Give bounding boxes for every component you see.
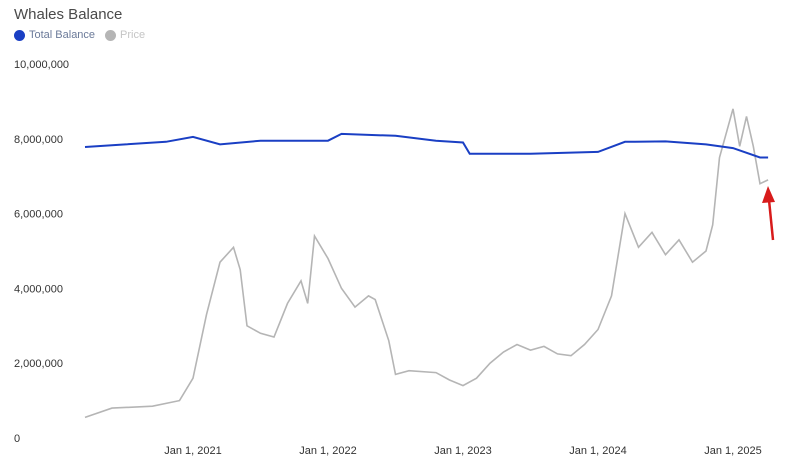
x-tick-label: Jan 1, 2025 [704, 445, 762, 457]
chart-title: Whales Balance [14, 6, 123, 23]
legend-label: Total Balance [29, 29, 96, 41]
y-tick-label: 6,000,000 [14, 209, 63, 221]
legend-item-total-balance[interactable]: Total Balance [14, 29, 95, 41]
x-tick-label: Jan 1, 2022 [299, 445, 357, 457]
legend-item-price[interactable]: Price [105, 29, 145, 41]
y-tick-label: 0 [14, 433, 20, 445]
y-tick-label: 10,000,000 [14, 59, 69, 71]
legend-dot-icon [14, 29, 25, 41]
y-tick-label: 2,000,000 [14, 358, 63, 370]
series-line-total-balance [84, 132, 769, 159]
y-tick-label: 8,000,000 [14, 134, 63, 146]
legend-dot-icon [105, 29, 117, 41]
series-line-price [84, 108, 769, 419]
y-tick-label: 4,000,000 [14, 283, 63, 295]
x-tick-label: Jan 1, 2023 [434, 445, 492, 457]
legend-label: Price [120, 29, 146, 41]
legend: Total Balance Price [14, 29, 145, 41]
x-tick-label: Jan 1, 2024 [569, 445, 627, 457]
x-tick-label: Jan 1, 2021 [164, 445, 222, 457]
red-arrow-annotation [762, 186, 775, 241]
